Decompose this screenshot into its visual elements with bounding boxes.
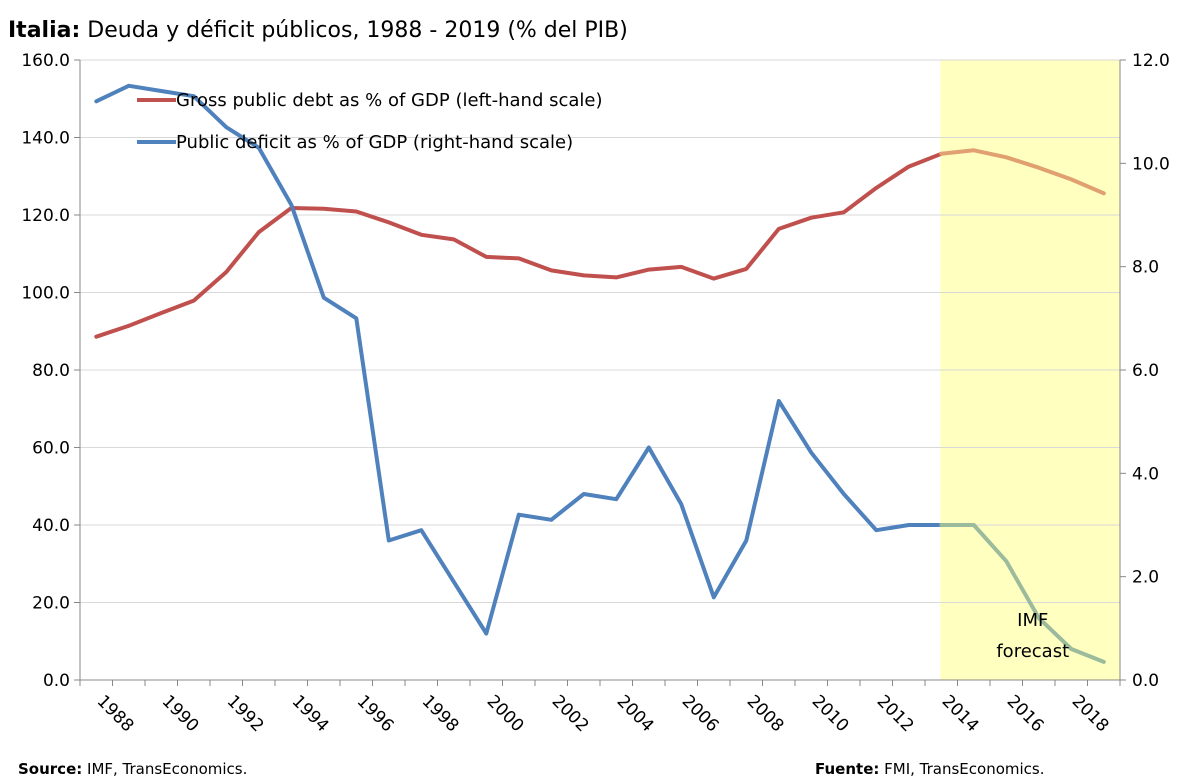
- right-tick-label: 2.0: [1132, 568, 1159, 588]
- x-tick-label: 2000: [483, 691, 528, 736]
- fuente-note: Fuente: FMI, TransEconomics.: [815, 760, 1045, 778]
- x-tick-label: 2004: [613, 691, 658, 736]
- x-tick-label: 2012: [873, 691, 918, 736]
- series-line-2: [94, 83, 944, 636]
- series-forecast-line-2: [939, 523, 1106, 664]
- x-tick-label: 2010: [808, 691, 853, 736]
- series-forecast-line-1: [939, 148, 1106, 196]
- x-tick-label: 1988: [93, 691, 138, 736]
- fuente-text: FMI, TransEconomics.: [879, 760, 1045, 778]
- left-tick-label: 20.0: [32, 594, 70, 614]
- x-tick-label: 2018: [1068, 691, 1113, 736]
- legend: Gross public debt as % of GDP (left-hand…: [137, 90, 603, 153]
- right-tick-label: 4.0: [1132, 464, 1159, 484]
- gridlines: [80, 59, 1120, 603]
- chart-title-rest: Deuda y déficit públicos, 1988 - 2019 (%…: [80, 18, 628, 43]
- annotations: IMF forecast: [996, 610, 1069, 662]
- x-tick-label: 2008: [743, 691, 788, 736]
- left-tick-label: 40.0: [32, 516, 70, 536]
- source-label: Source:: [18, 760, 83, 778]
- right-tick-label: 6.0: [1132, 361, 1159, 381]
- series-line-1: [94, 151, 944, 339]
- source-text: IMF, TransEconomics.: [82, 760, 248, 778]
- right-tick-label: 10.0: [1132, 154, 1170, 174]
- left-tick-label: 140.0: [21, 129, 70, 149]
- forecast-label-line2: forecast: [996, 641, 1069, 662]
- legend-label-2: Public deficit as % of GDP (right-hand s…: [176, 132, 573, 153]
- x-tick-label: 2014: [938, 691, 983, 736]
- chart-title-bold: Italia:: [8, 18, 81, 43]
- legend-label-1: Gross public debt as % of GDP (left-hand…: [176, 90, 603, 111]
- fuente-label: Fuente:: [815, 760, 880, 778]
- left-tick-label: 80.0: [32, 361, 70, 381]
- x-tick-label: 1992: [223, 691, 268, 736]
- x-tick-label: 2002: [548, 691, 593, 736]
- right-tick-label: 12.0: [1132, 51, 1170, 71]
- x-tick-label: 1990: [158, 691, 203, 736]
- x-tick-label: 1996: [353, 691, 398, 736]
- series-lines: [94, 83, 1106, 664]
- x-tick-label: 1994: [288, 691, 333, 736]
- left-tick-label: 0.0: [43, 671, 70, 691]
- forecast-label-line1: IMF: [1017, 610, 1048, 631]
- x-tick-label: 2006: [678, 691, 723, 736]
- left-tick-label: 120.0: [21, 206, 70, 226]
- x-tick-label: 1998: [418, 691, 463, 736]
- chart-title: Italia: Deuda y déficit públicos, 1988 -…: [8, 18, 628, 43]
- left-tick-label: 60.0: [32, 439, 70, 459]
- x-tick-label: 2016: [1003, 691, 1048, 736]
- right-tick-label: 8.0: [1132, 258, 1159, 278]
- left-tick-label: 160.0: [21, 51, 70, 71]
- right-tick-label: 0.0: [1132, 671, 1159, 691]
- source-note: Source: IMF, TransEconomics.: [18, 760, 247, 778]
- left-tick-label: 100.0: [21, 284, 70, 304]
